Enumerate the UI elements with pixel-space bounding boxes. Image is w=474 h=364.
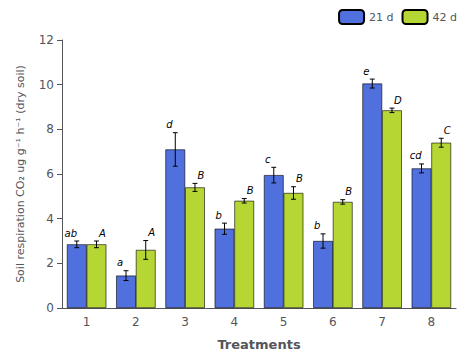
svg-text:4: 4 (231, 315, 239, 329)
svg-text:12: 12 (39, 33, 54, 47)
svg-text:e: e (363, 66, 369, 77)
svg-text:a: a (117, 257, 123, 268)
svg-text:8: 8 (428, 315, 436, 329)
svg-text:2: 2 (46, 256, 54, 270)
svg-text:B: B (197, 170, 204, 181)
svg-text:b: b (314, 220, 320, 231)
svg-text:c: c (265, 154, 271, 165)
svg-text:1: 1 (83, 315, 91, 329)
svg-text:C: C (444, 125, 451, 136)
svg-text:B: B (345, 186, 352, 197)
svg-text:21 d: 21 d (369, 11, 393, 24)
svg-text:Soil respiration CO₂ ug g⁻¹ h⁻: Soil respiration CO₂ ug g⁻¹ h⁻¹ (dry soi… (14, 65, 27, 283)
svg-text:D: D (394, 95, 402, 106)
svg-text:10: 10 (39, 78, 54, 92)
svg-text:2: 2 (132, 315, 140, 329)
svg-text:42 d: 42 d (433, 11, 457, 24)
svg-text:7: 7 (378, 315, 386, 329)
svg-text:6: 6 (46, 167, 54, 181)
svg-text:Treatments: Treatments (217, 337, 300, 352)
svg-text:6: 6 (329, 315, 337, 329)
svg-text:d: d (166, 119, 173, 130)
svg-text:B: B (247, 185, 254, 196)
svg-text:B: B (296, 173, 303, 184)
svg-text:b: b (215, 210, 221, 221)
svg-text:3: 3 (181, 315, 189, 329)
svg-text:0: 0 (46, 301, 54, 315)
svg-text:5: 5 (280, 315, 288, 329)
svg-text:ab: ab (65, 228, 77, 239)
svg-text:A: A (98, 228, 106, 239)
svg-text:cd: cd (410, 150, 422, 161)
svg-text:8: 8 (46, 122, 54, 136)
svg-text:A: A (147, 227, 155, 238)
svg-text:4: 4 (46, 212, 54, 226)
